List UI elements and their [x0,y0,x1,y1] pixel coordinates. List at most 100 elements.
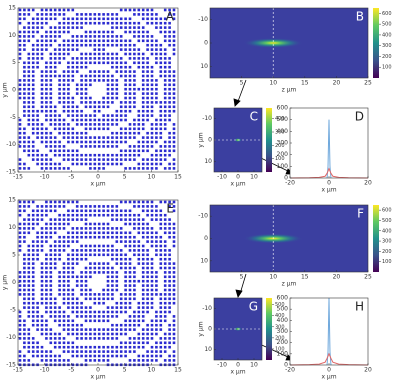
lattice-dot [163,271,167,274]
lattice-dot [67,87,70,91]
lattice-dot [93,266,97,270]
lattice-dot [168,249,171,252]
lattice-dot [97,13,101,16]
lattice-dot [18,231,22,235]
lattice-dot [102,301,105,305]
lattice-dot [146,96,149,100]
lattice-dot [71,65,75,69]
lattice-dot [172,43,176,47]
lattice-dot [75,323,79,327]
lattice-dot [89,319,92,323]
lattice-dot [40,123,44,126]
lattice-dot [150,323,154,327]
lattice-dot [124,200,127,204]
lattice-dot [137,39,141,43]
lattice-dot [163,79,167,82]
lattice-dot [106,319,110,323]
lattice-dot [18,200,22,204]
lattice-dot [168,297,171,301]
lattice-dot [137,213,141,217]
lattice-dot [93,293,97,296]
lattice-dot [137,200,141,204]
lattice-dot [146,92,149,95]
lattice-dot [89,30,92,34]
lattice-dot [31,118,35,122]
lattice-dot [163,140,167,144]
lattice-dot [97,70,101,73]
lattice-dot [115,118,119,122]
lattice-dot [119,127,123,131]
lattice-dot [36,127,39,131]
lattice-dot [84,288,88,292]
lattice-dot [18,17,22,21]
lattice-dot [172,13,176,16]
lattice-dot [62,83,66,87]
lattice-dot [124,8,127,12]
lattice-dot [89,39,92,43]
lattice-dot [141,57,145,60]
lattice-dot [89,57,92,60]
lattice-dot [124,109,127,113]
lattice-dot [128,70,132,73]
lattice-dot [146,83,149,87]
lattice-dot [168,293,171,296]
lattice-dot [80,136,83,139]
lattice-dot [155,48,158,51]
lattice-dot [163,87,167,91]
lattice-dot [133,74,136,78]
lattice-dot [106,306,110,309]
lattice-dot [49,70,53,73]
lattice-dot [84,57,88,60]
lattice-dot [18,8,22,12]
lattice-dot [18,131,22,135]
lattice-dot [27,52,31,56]
lattice-dot [150,79,154,82]
lattice-dot [93,35,97,38]
lattice-dot [111,288,114,292]
lattice-dot [80,315,83,318]
lattice-dot [27,96,31,100]
lattice-dot [128,218,132,221]
lattice-dot [31,209,35,213]
y-tick-label: 5 [12,59,16,66]
lattice-dot [93,105,97,109]
lattice-dot [75,284,79,287]
lattice-dot [133,205,136,208]
lattice-dot [18,13,22,16]
lattice-dot [128,17,132,21]
lattice-dot [58,145,61,148]
lattice-dot [62,262,66,265]
lattice-dot [115,240,119,243]
lattice-dot [111,17,114,21]
lattice-dot [141,17,145,21]
lattice-dot [80,205,83,208]
lattice-dot [53,306,57,309]
lattice-dot [163,350,167,353]
lattice-dot [27,114,31,117]
lattice-dot [18,323,22,327]
x-tick-label: -10 [40,367,50,374]
lattice-dot [75,13,79,16]
x-tick-label: -10 [217,174,227,181]
lattice-dot [137,345,141,349]
lattice-dot [45,17,48,21]
lattice-dot [159,213,163,217]
lattice-dot [172,279,176,283]
lattice-dot [146,297,149,301]
lattice-dot [128,323,132,327]
lattice-dot [53,162,57,166]
lattice-dot [62,43,66,47]
lattice-dot [71,328,75,331]
lattice-dot [40,209,44,213]
lattice-dot [159,262,163,265]
lattice-dot [93,222,97,226]
lattice-dot [67,79,70,82]
lattice-dot [119,158,123,161]
lattice-dot [168,205,171,208]
y-tick-label: 0 [12,87,16,94]
lattice-dot [49,244,53,248]
lattice-dot [53,114,57,117]
lattice-dot [102,271,105,274]
lattice-dot [18,319,22,323]
lattice-dot [31,101,35,104]
